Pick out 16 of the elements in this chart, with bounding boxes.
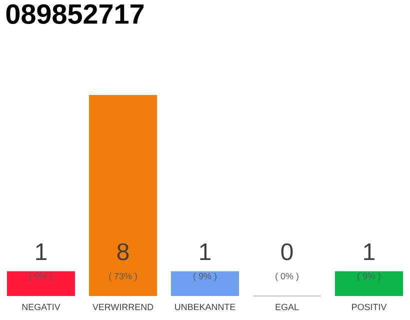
- data-label: ( 73% ): [109, 272, 137, 282]
- x-tick-label: POSITIV: [352, 304, 387, 310]
- annotation: 0: [281, 243, 293, 260]
- data-label: ( 0% ): [276, 272, 298, 282]
- x-tick-label: NEGATIV: [22, 304, 60, 310]
- data-label: ( 9% ): [358, 272, 380, 282]
- chart-title: 089852717: [6, 4, 144, 24]
- x-tick-label: UNBEKANNTE: [175, 304, 236, 310]
- data-label: ( 9% ): [194, 272, 216, 282]
- annotation: 1: [200, 244, 210, 260]
- annotation: 8: [117, 243, 129, 260]
- x-tick-label: EGAL: [276, 304, 299, 310]
- data-label: ( 9% ): [30, 272, 52, 282]
- x-tick-label: VERWIRREND: [92, 304, 154, 310]
- annotation: 1: [364, 244, 374, 260]
- annotation: 1: [36, 244, 46, 260]
